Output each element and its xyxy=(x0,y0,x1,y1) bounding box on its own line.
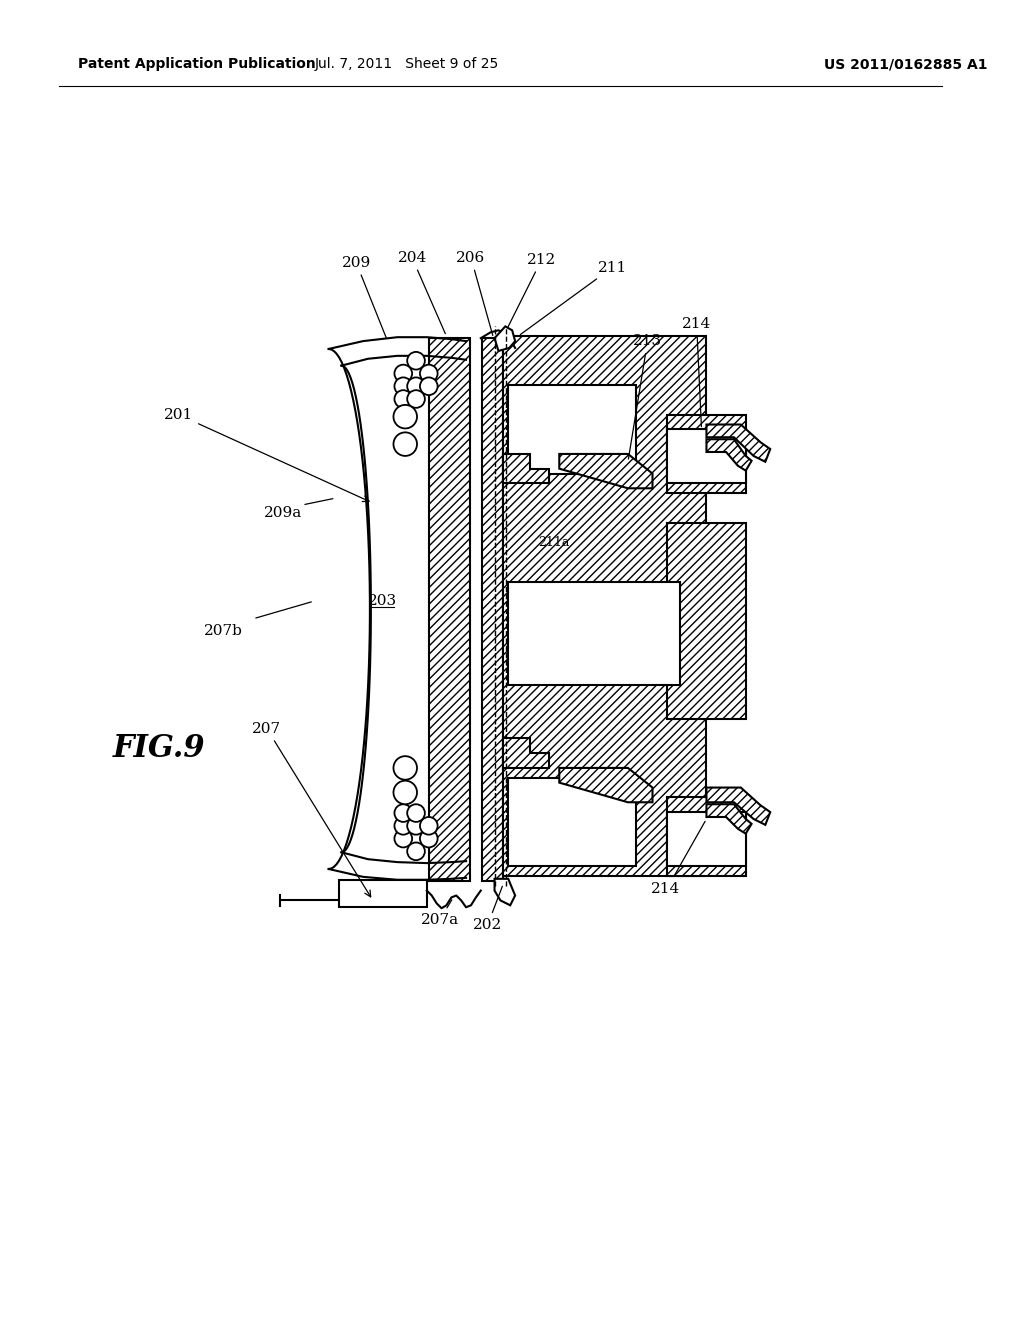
Circle shape xyxy=(408,352,425,370)
Polygon shape xyxy=(495,879,515,906)
Polygon shape xyxy=(707,804,752,834)
Circle shape xyxy=(408,378,425,395)
Polygon shape xyxy=(707,425,770,462)
Text: 207a: 207a xyxy=(421,900,459,927)
Polygon shape xyxy=(504,454,550,483)
Circle shape xyxy=(393,405,417,429)
Text: 204: 204 xyxy=(397,251,445,334)
Circle shape xyxy=(408,842,425,861)
Polygon shape xyxy=(559,768,652,803)
Text: 206: 206 xyxy=(457,251,493,335)
Circle shape xyxy=(420,364,437,383)
Circle shape xyxy=(420,817,437,834)
Text: 209: 209 xyxy=(342,256,386,338)
Bar xyxy=(339,880,427,907)
Circle shape xyxy=(394,364,412,383)
Bar xyxy=(508,582,680,685)
Polygon shape xyxy=(707,788,770,825)
Circle shape xyxy=(420,378,437,395)
Text: US 2011/0162885 A1: US 2011/0162885 A1 xyxy=(824,57,988,71)
Polygon shape xyxy=(504,738,550,768)
Circle shape xyxy=(408,804,425,822)
Circle shape xyxy=(394,804,412,822)
Circle shape xyxy=(393,756,417,780)
Text: 213: 213 xyxy=(629,334,663,459)
Bar xyxy=(668,523,745,719)
Text: 207: 207 xyxy=(252,722,371,896)
Bar xyxy=(429,338,470,880)
Circle shape xyxy=(393,433,417,455)
Text: 202: 202 xyxy=(473,886,503,932)
Circle shape xyxy=(393,780,417,804)
Circle shape xyxy=(420,830,437,847)
Text: 211: 211 xyxy=(520,260,627,334)
Circle shape xyxy=(394,378,412,395)
Text: 207b: 207b xyxy=(204,623,243,638)
Text: Jul. 7, 2011   Sheet 9 of 25: Jul. 7, 2011 Sheet 9 of 25 xyxy=(315,57,500,71)
Bar xyxy=(504,337,707,876)
Text: 201: 201 xyxy=(164,408,369,502)
Bar xyxy=(668,797,745,876)
Text: 212: 212 xyxy=(508,252,556,327)
Bar xyxy=(508,385,636,474)
Circle shape xyxy=(408,817,425,834)
Text: 211a: 211a xyxy=(539,536,570,549)
Polygon shape xyxy=(329,337,466,880)
Bar xyxy=(668,812,745,866)
Text: 214: 214 xyxy=(682,317,712,426)
Text: 209a: 209a xyxy=(263,506,302,520)
Text: Patent Application Publication: Patent Application Publication xyxy=(79,57,316,71)
Text: 203: 203 xyxy=(368,594,397,609)
Text: 214: 214 xyxy=(650,882,680,895)
Circle shape xyxy=(394,817,412,834)
Circle shape xyxy=(408,391,425,408)
Bar xyxy=(668,429,745,483)
Bar xyxy=(481,338,504,880)
Polygon shape xyxy=(707,440,752,471)
Bar xyxy=(508,777,636,866)
Circle shape xyxy=(394,830,412,847)
Polygon shape xyxy=(495,326,515,351)
Circle shape xyxy=(394,391,412,408)
Bar xyxy=(668,414,745,494)
Polygon shape xyxy=(559,454,652,488)
Text: FIG.9: FIG.9 xyxy=(113,733,205,764)
